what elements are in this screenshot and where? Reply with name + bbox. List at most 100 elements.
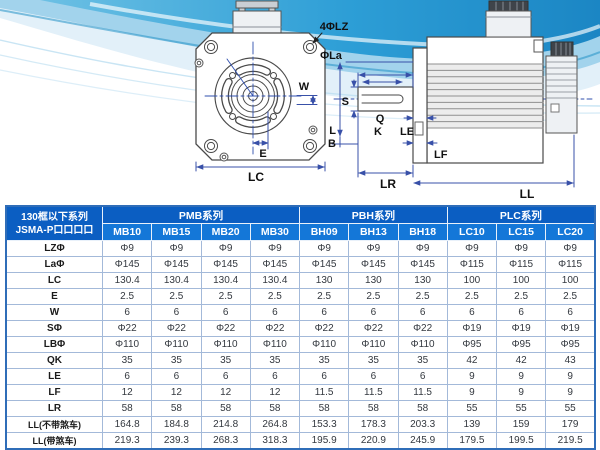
spec-cell: 42: [446, 352, 498, 369]
spec-cell: Φ115: [495, 256, 547, 273]
spec-cell: 6: [545, 304, 596, 321]
q-label: Q: [376, 113, 385, 125]
spec-cell: Φ22: [397, 320, 448, 337]
spec-cell: 6: [348, 368, 399, 385]
model-column-header: LC20: [545, 223, 596, 241]
spec-cell: Φ145: [348, 256, 399, 273]
row-label: LBΦ: [5, 336, 103, 353]
spec-cell: 35: [249, 352, 301, 369]
spec-cell: 11.5: [298, 384, 350, 401]
model-column-header: MB15: [151, 223, 202, 241]
spec-cell: 6: [151, 304, 202, 321]
spec-cell: Φ9: [446, 240, 498, 257]
spec-cell: 6: [397, 368, 448, 385]
l-label: L: [329, 125, 336, 137]
flange-detail: [414, 121, 424, 136]
series-group-header: PBH系列: [299, 205, 448, 224]
spec-cell: 2.5: [397, 288, 448, 305]
spec-cell: 164.8: [101, 416, 153, 433]
spec-cell: 130.4: [101, 272, 153, 289]
spec-cell: 6: [249, 368, 301, 385]
row-label: LL(带煞车): [5, 432, 103, 450]
spec-cell: Φ9: [545, 240, 596, 257]
flange-plate: [412, 47, 428, 164]
spec-cell: 2.5: [101, 288, 153, 305]
spec-table-head: 130框以下系列 JSMA-P口口口口 PMB系列 PBH系列 PLC系列 MB10…: [5, 205, 596, 241]
spec-cell: 9: [495, 384, 547, 401]
spec-cell: 239.3: [151, 432, 202, 450]
spec-cell: 2.5: [298, 288, 350, 305]
front-connector-body: [232, 10, 282, 34]
spec-cell: 9: [446, 384, 498, 401]
model-column-header: BH13: [348, 223, 399, 241]
spec-cell: 6: [298, 304, 350, 321]
la-l-b-dimension: [331, 61, 414, 148]
model-column-header: LC10: [446, 223, 498, 241]
spec-cell: Φ9: [249, 240, 301, 257]
spec-cell: Φ110: [298, 336, 350, 353]
spec-cell: 184.8: [151, 416, 202, 433]
spec-cell: Φ110: [249, 336, 301, 353]
top-connector: [485, 0, 532, 38]
spec-cell: 58: [348, 400, 399, 417]
table-row: LaΦ Φ145 Φ145 Φ145 Φ145 Φ145 Φ145 Φ145 Φ115 Φ115 Φ…: [5, 256, 596, 273]
spec-cell: Φ95: [545, 336, 596, 353]
spec-cell: 6: [101, 368, 153, 385]
spec-cell: 130.4: [151, 272, 202, 289]
lf-label: LF: [434, 149, 448, 161]
spec-cell: 139: [446, 416, 498, 433]
row-label: LF: [5, 384, 103, 401]
spec-cell: 2.5: [200, 288, 251, 305]
ll-label: LL: [520, 187, 535, 201]
row-label: QK: [5, 352, 103, 369]
spec-cell: Φ110: [348, 336, 399, 353]
spec-cell: 35: [348, 352, 399, 369]
row-label: E: [5, 288, 103, 305]
spec-cell: 9: [495, 368, 547, 385]
spec-cell: 12: [151, 384, 202, 401]
spec-cell: 35: [200, 352, 251, 369]
corner-header-line2: JSMA-P口口口口: [15, 224, 94, 236]
b-label: B: [328, 138, 336, 150]
spec-cell: 58: [298, 400, 350, 417]
spec-cell: 245.9: [397, 432, 448, 450]
spec-cell: Φ145: [249, 256, 301, 273]
spec-cell: Φ145: [101, 256, 153, 273]
row-label: SΦ: [5, 320, 103, 337]
spec-cell: Φ19: [545, 320, 596, 337]
spec-cell: Φ145: [151, 256, 202, 273]
lc-dimension: [195, 161, 326, 172]
row-label: LC: [5, 272, 103, 289]
spec-cell: 58: [249, 400, 301, 417]
series-group-header: PLC系列: [446, 205, 596, 224]
spec-cell: 219.5: [545, 432, 596, 450]
spec-cell: 58: [151, 400, 202, 417]
spec-cell: 12: [249, 384, 301, 401]
side-screws: [194, 58, 318, 162]
spec-table-body: LZΦ Φ9 Φ9 Φ9 Φ9 Φ9 Φ9 Φ9 Φ9 Φ9 Φ9 LaΦ Φ145 Φ145 Φ145 Φ1…: [5, 240, 596, 450]
keyway: [361, 94, 404, 104]
spec-cell: Φ22: [200, 320, 251, 337]
table-row: LZΦ Φ9 Φ9 Φ9 Φ9 Φ9 Φ9 Φ9 Φ9 Φ9 Φ9: [5, 240, 596, 257]
spec-cell: 199.5: [495, 432, 547, 450]
spec-cell: 58: [200, 400, 251, 417]
group-header-row: 130框以下系列 JSMA-P口口口口 PMB系列 PBH系列 PLC系列: [5, 205, 596, 241]
rear-connector: [545, 41, 578, 134]
ribs: [426, 63, 544, 129]
spec-cell: 9: [545, 368, 596, 385]
spec-cell: 58: [397, 400, 448, 417]
motor-dimension-drawing: W E LC 4ΦLZ: [194, 0, 593, 201]
lz-leader: [312, 32, 323, 44]
spec-cell: 35: [101, 352, 153, 369]
spec-cell: 55: [495, 400, 547, 417]
lc-label: LC: [248, 170, 264, 184]
spec-cell: Φ110: [101, 336, 153, 353]
spec-cell: 2.5: [545, 288, 596, 305]
s-label: S: [342, 96, 349, 108]
spec-cell: 130: [397, 272, 448, 289]
spec-cell: 9: [545, 384, 596, 401]
spec-cell: 153.3: [298, 416, 350, 433]
corner-header-line1: 130框以下系列: [21, 211, 88, 223]
arc-slots: [221, 64, 285, 128]
lz-label: 4ΦLZ: [320, 21, 349, 33]
